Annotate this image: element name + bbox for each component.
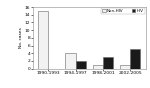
Bar [130, 49, 140, 69]
Bar [103, 57, 113, 69]
Bar [93, 65, 103, 69]
Y-axis label: No. cases: No. cases [19, 27, 23, 48]
Bar [76, 61, 86, 69]
Legend: Non-HIV, HIV: Non-HIV, HIV [101, 8, 145, 14]
Bar [38, 11, 48, 69]
Bar [120, 65, 130, 69]
Bar [65, 53, 76, 69]
